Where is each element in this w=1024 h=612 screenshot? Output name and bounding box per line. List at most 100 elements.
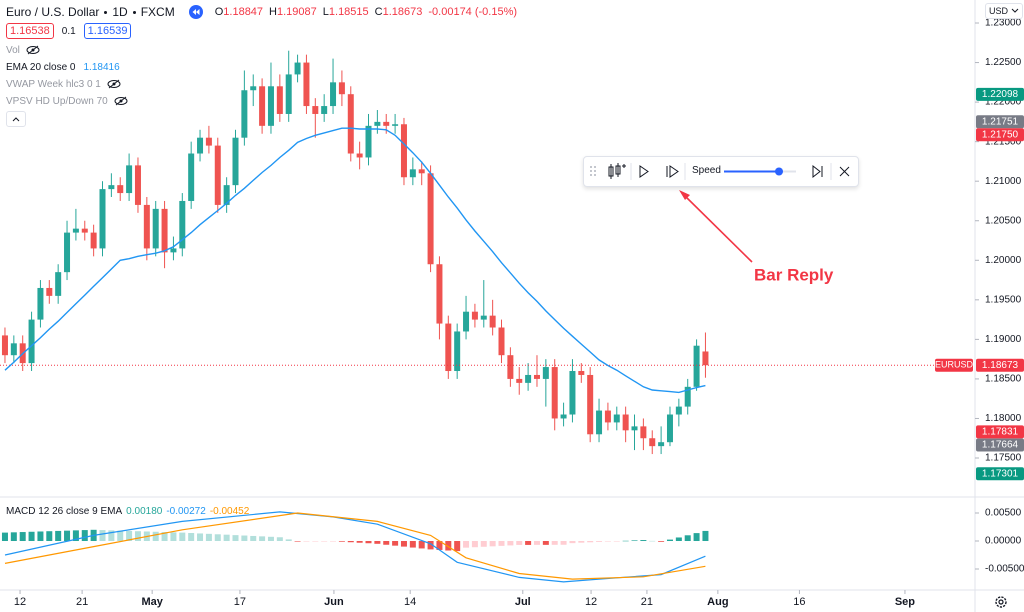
- candle: [161, 200, 168, 269]
- replay-indicator[interactable]: [188, 5, 203, 19]
- candle-body: [188, 153, 195, 201]
- candle: [675, 398, 682, 427]
- price-badge: [976, 425, 1024, 439]
- candle-body: [250, 86, 257, 91]
- candle-body: [134, 165, 141, 205]
- visibility-icon[interactable]: [26, 45, 40, 55]
- candle: [330, 58, 337, 114]
- close-button[interactable]: [839, 166, 850, 177]
- candle-body: [161, 208, 168, 253]
- candle: [232, 129, 239, 194]
- histogram-bar: [551, 541, 558, 545]
- select-bar-button[interactable]: [608, 163, 626, 179]
- ohlc-item: O1.18847: [215, 6, 263, 18]
- x-tick-label: May: [141, 596, 163, 608]
- histogram-bar: [241, 535, 248, 542]
- play-button[interactable]: [639, 165, 649, 178]
- histogram-bar: [179, 532, 186, 542]
- sell-button[interactable]: 1.16538: [6, 23, 54, 39]
- exchange: FXCM: [140, 5, 175, 19]
- candle-body: [604, 410, 611, 423]
- x-tick-label: 21: [641, 596, 653, 608]
- candle: [108, 173, 115, 198]
- step-button[interactable]: [666, 165, 679, 178]
- histogram-bar: [356, 541, 363, 543]
- candle: [205, 125, 212, 154]
- ohlc-item: C1.18673: [375, 6, 423, 18]
- candle: [143, 197, 150, 261]
- ohlc-key: O: [214, 6, 224, 18]
- x-tick-label: Jun: [324, 596, 344, 608]
- candle-body: [587, 374, 594, 435]
- price-badge-label: 1.21751: [982, 116, 1019, 127]
- buy-button[interactable]: 1.16539: [83, 23, 132, 39]
- candle-body: [126, 165, 133, 194]
- drag-handle[interactable]: [590, 166, 596, 176]
- price-badge-label: 1.21750: [982, 129, 1019, 140]
- candle-body: [223, 185, 230, 205]
- candle-body: [241, 90, 248, 138]
- collapse-button[interactable]: [6, 111, 26, 127]
- candle-body: [569, 371, 576, 415]
- candle: [312, 98, 319, 138]
- histogram-bar: [480, 541, 487, 547]
- visibility-icon[interactable]: [107, 79, 121, 89]
- candle-body: [37, 287, 44, 320]
- candle-body: [666, 414, 673, 443]
- visibility-icon[interactable]: [114, 96, 128, 106]
- candle: [489, 299, 496, 336]
- histogram-bar: [569, 541, 576, 544]
- currency-selector[interactable]: USD: [985, 3, 1024, 19]
- histogram-bar: [658, 541, 665, 542]
- candle-body: [285, 74, 292, 114]
- candle-body: [72, 228, 79, 233]
- candle-body: [383, 121, 390, 126]
- y-tick-label: 1.23000: [985, 18, 1022, 29]
- candle: [542, 359, 549, 407]
- candle-body: [81, 228, 88, 233]
- y-tick-label: 1.21000: [985, 176, 1022, 187]
- histogram-bar: [693, 533, 700, 542]
- histogram-bar: [578, 541, 585, 543]
- ohlc-value: 1.19087: [277, 6, 317, 18]
- price-badge: [976, 115, 1024, 129]
- candle-body: [117, 185, 124, 194]
- histogram-bar: [108, 530, 115, 542]
- candle: [267, 62, 274, 134]
- histogram-bar: [542, 541, 549, 545]
- candle-body: [55, 272, 62, 296]
- candle-body: [46, 287, 53, 296]
- candle: [436, 256, 443, 340]
- candle: [578, 363, 585, 383]
- histogram-bar: [436, 541, 443, 550]
- x-tick-label: Aug: [707, 596, 728, 608]
- histogram-bar: [161, 532, 168, 542]
- candle: [338, 70, 345, 107]
- candle-body: [99, 189, 106, 249]
- forward-button[interactable]: [812, 164, 823, 179]
- x-tick-label: 16: [793, 596, 805, 608]
- indicator-legend: EMA 20 close 0 1.18416: [6, 60, 120, 74]
- candle: [516, 367, 523, 395]
- histogram-bar: [81, 530, 88, 542]
- candle-body: [622, 414, 629, 431]
- separator: [104, 10, 108, 14]
- candle-body: [338, 82, 345, 95]
- candle-body: [108, 185, 115, 190]
- candle-body: [1, 335, 8, 356]
- candle-body: [445, 323, 452, 372]
- settings-icon[interactable]: [995, 596, 1007, 608]
- histogram-bar: [427, 541, 434, 550]
- histogram-bar: [471, 541, 478, 548]
- speed-knob[interactable]: [775, 167, 783, 176]
- histogram-bar: [347, 541, 354, 543]
- candle: [533, 355, 540, 387]
- y-tick-label: 1.22000: [985, 97, 1022, 108]
- annotation-arrow: [679, 190, 753, 263]
- histogram-bar: [267, 536, 274, 542]
- indicator-value: -0.00272: [166, 505, 206, 517]
- histogram-bar: [418, 541, 425, 549]
- histogram-bar: [613, 541, 620, 542]
- candle-body: [152, 208, 159, 249]
